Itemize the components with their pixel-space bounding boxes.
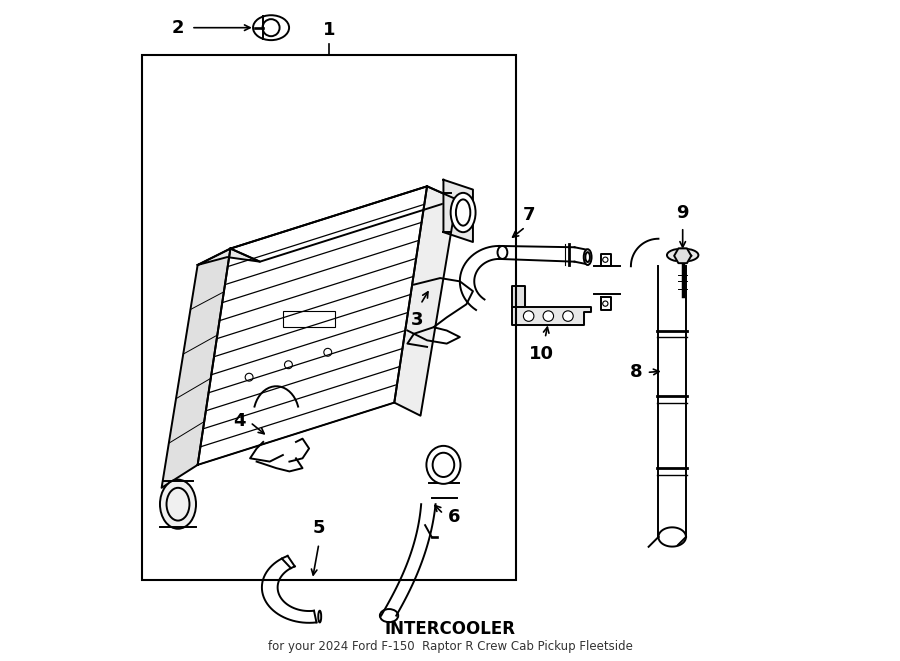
Polygon shape: [512, 286, 526, 307]
Circle shape: [524, 311, 534, 321]
Text: 6: 6: [448, 508, 461, 526]
Ellipse shape: [427, 446, 461, 484]
Text: 2: 2: [172, 19, 184, 36]
Ellipse shape: [584, 249, 591, 265]
Circle shape: [562, 311, 573, 321]
Polygon shape: [444, 180, 472, 242]
Text: 3: 3: [411, 311, 424, 329]
Polygon shape: [674, 249, 691, 263]
Text: 9: 9: [677, 204, 688, 222]
Ellipse shape: [667, 249, 698, 262]
Polygon shape: [230, 186, 456, 262]
Text: 4: 4: [233, 412, 246, 430]
Text: 5: 5: [312, 519, 325, 537]
Text: 8: 8: [629, 364, 642, 381]
Text: 1: 1: [322, 21, 335, 39]
Polygon shape: [162, 249, 230, 488]
Ellipse shape: [160, 480, 196, 529]
Polygon shape: [394, 186, 456, 416]
Text: 7: 7: [522, 206, 535, 223]
Polygon shape: [198, 186, 428, 465]
Text: INTERCOOLER: INTERCOOLER: [384, 620, 516, 638]
Circle shape: [543, 311, 553, 321]
Bar: [142, 56, 516, 580]
Polygon shape: [512, 307, 591, 325]
Ellipse shape: [451, 193, 475, 232]
Polygon shape: [198, 249, 260, 265]
Text: for your 2024 Ford F-150  Raptor R Crew Cab Pickup Fleetside: for your 2024 Ford F-150 Raptor R Crew C…: [267, 640, 633, 653]
Text: 10: 10: [529, 345, 554, 363]
